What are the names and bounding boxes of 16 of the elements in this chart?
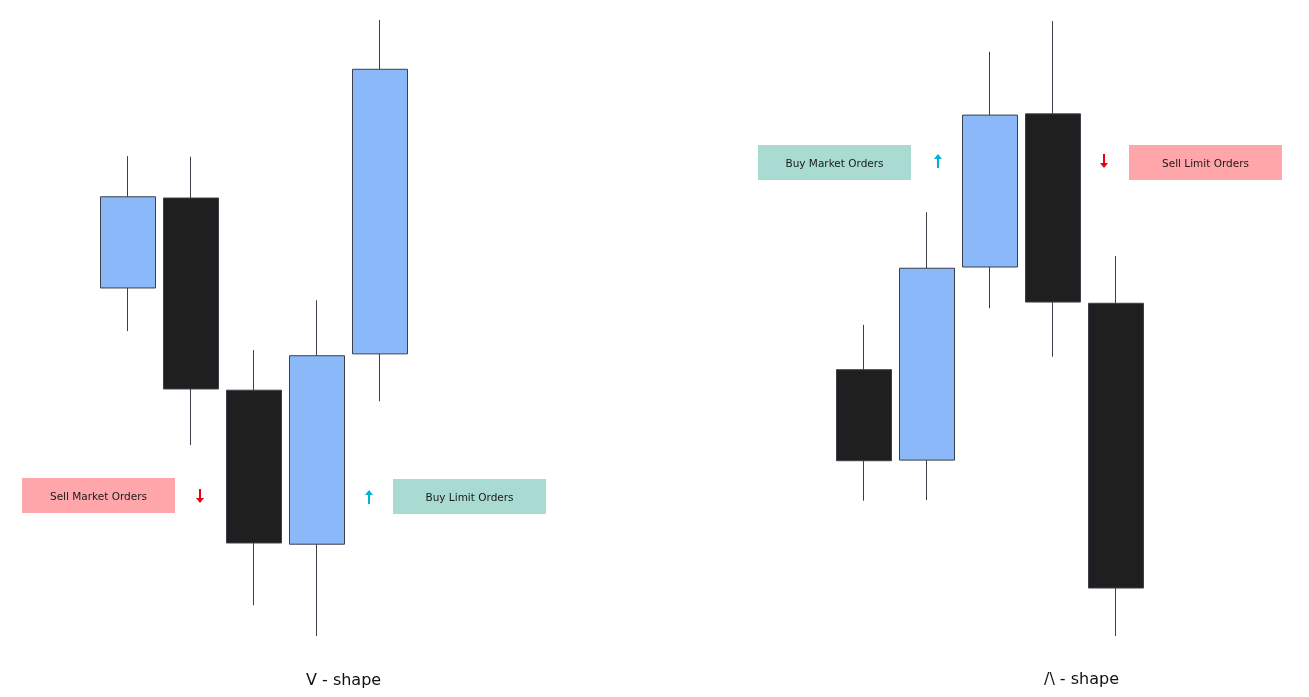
candlestick — [289, 299, 345, 637]
candlestick — [836, 324, 892, 502]
candlestick — [352, 19, 408, 402]
candlestick — [100, 155, 156, 332]
annotation: Sell Market Orders — [49, 489, 148, 503]
annotation: Buy Market Orders — [785, 156, 884, 170]
x-axis-title: /\ - shape — [1044, 668, 1120, 688]
candlestick — [899, 211, 955, 501]
candlestick — [1088, 255, 1144, 637]
x-axis-title: V - shape — [306, 669, 382, 689]
candlestick — [962, 51, 1018, 309]
candlestick — [226, 349, 282, 606]
text: Sell Limit Orders — [1162, 156, 1249, 170]
candlestick — [163, 156, 219, 446]
text: Buy Limit Orders — [425, 490, 514, 504]
candlestick — [1025, 20, 1081, 358]
